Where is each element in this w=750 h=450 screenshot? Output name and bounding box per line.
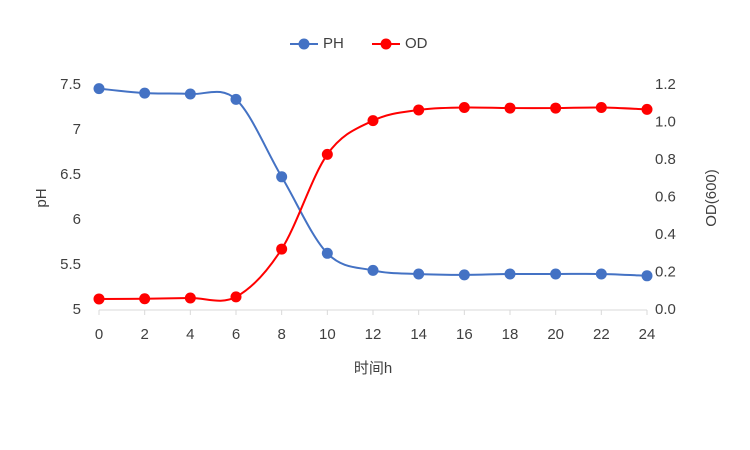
x-tick-label: 4 (186, 326, 194, 343)
data-point (93, 83, 105, 95)
y2-axis-title: OD(600) (703, 169, 720, 227)
data-point (276, 243, 288, 255)
data-point (230, 291, 242, 303)
x-tick-label: 6 (232, 326, 240, 343)
y-tick-label: 7.5 (60, 76, 81, 93)
y2-tick-label: 1.0 (655, 113, 676, 130)
data-point (641, 270, 653, 282)
y-tick-label: 6 (73, 211, 81, 228)
data-point (367, 264, 379, 276)
data-point (276, 171, 288, 183)
x-tick-label: 14 (410, 326, 427, 343)
x-tick-label: 24 (639, 326, 656, 343)
y2-tick-label: 1.2 (655, 76, 676, 93)
data-point (595, 102, 607, 113)
y2-tick-label: 0.2 (655, 263, 676, 280)
y-tick-label: 5.5 (60, 256, 81, 273)
x-axis-title: 时间h (354, 360, 392, 377)
data-point (367, 115, 379, 127)
data-point (139, 293, 151, 305)
x-tick-label: 8 (277, 326, 285, 343)
x-tick-label: 18 (502, 326, 519, 343)
data-point (458, 102, 470, 113)
data-point (641, 103, 653, 115)
data-point (321, 247, 333, 259)
legend-marker (380, 38, 392, 50)
data-point (550, 268, 562, 280)
data-point (413, 104, 425, 116)
data-point (139, 87, 151, 99)
data-point (413, 268, 425, 280)
x-tick-label: 12 (365, 326, 382, 343)
x-tick-label: 0 (95, 326, 103, 343)
y2-tick-label: 0.4 (655, 226, 676, 243)
y2-tick-label: 0.6 (655, 188, 676, 205)
data-point (93, 293, 105, 305)
y-tick-label: 5 (73, 301, 81, 318)
x-tick-label: 2 (140, 326, 148, 343)
y2-tick-label: 0.0 (655, 301, 676, 318)
data-point (184, 88, 196, 100)
x-tick-label: 10 (319, 326, 336, 343)
x-tick-label: 20 (547, 326, 564, 343)
data-point (504, 268, 516, 280)
data-point (321, 148, 333, 160)
legend-marker (298, 38, 310, 50)
y-tick-label: 6.5 (60, 166, 81, 183)
data-point (458, 269, 470, 281)
data-point (595, 268, 607, 280)
legend-label: PH (323, 35, 344, 52)
data-point (230, 93, 242, 105)
y-axis-title: pH (33, 188, 50, 207)
x-tick-label: 16 (456, 326, 473, 343)
y2-tick-label: 0.8 (655, 151, 676, 168)
x-tick-label: 22 (593, 326, 610, 343)
legend-label: OD (405, 35, 428, 52)
data-point (550, 102, 562, 114)
y-tick-label: 7 (73, 121, 81, 138)
data-point (504, 102, 516, 114)
data-point (184, 292, 196, 304)
